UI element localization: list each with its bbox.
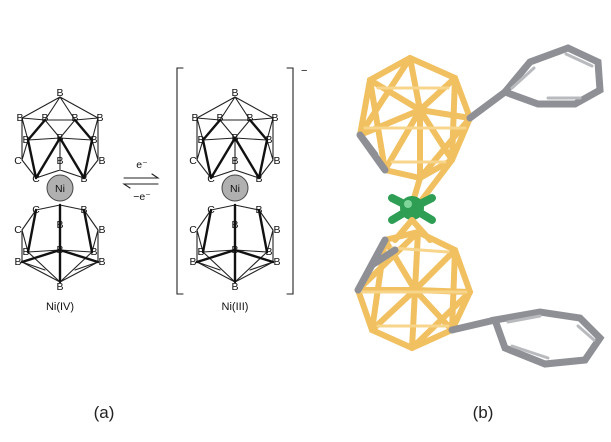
svg-text:B: B [98, 155, 105, 167]
svg-text:B: B [255, 173, 262, 185]
svg-text:B: B [56, 244, 63, 256]
ni-label: Ni [230, 183, 240, 195]
svg-text:B: B [191, 112, 198, 124]
svg-text:B: B [231, 87, 238, 99]
panel-b: (b) [354, 44, 605, 422]
upper-carborane-cage [356, 44, 604, 208]
svg-text:C: C [207, 173, 215, 185]
arrow-forward-label: e⁻ [136, 159, 148, 171]
ni-atom [46, 174, 74, 202]
svg-text:C: C [32, 204, 40, 216]
svg-text:B: B [56, 87, 63, 99]
svg-text:B: B [273, 256, 280, 268]
svg-text:B: B [80, 173, 87, 185]
nickel-center [388, 194, 436, 224]
svg-text:C: C [14, 155, 22, 167]
svg-text:B: B [16, 112, 23, 124]
svg-text:B: B [41, 112, 48, 124]
svg-text:C: C [14, 224, 22, 236]
svg-text:C: C [189, 224, 197, 236]
svg-text:C: C [207, 204, 215, 216]
svg-text:B: B [22, 246, 29, 258]
panel-a: Ni B B B B B B B B C B B C B C B C [14, 65, 307, 422]
ni-label: Ni [55, 183, 65, 195]
ni-atom [221, 174, 249, 202]
svg-text:B: B [71, 112, 78, 124]
ni-iii-structure: − Ni B B B B B B B B C B B C B C [176, 65, 307, 313]
caption-b: (b) [473, 403, 494, 422]
svg-text:B: B [90, 246, 97, 258]
svg-text:B: B [90, 134, 97, 146]
svg-text:B: B [255, 204, 262, 216]
svg-text:B: B [189, 256, 196, 268]
svg-text:B: B [22, 134, 29, 146]
svg-text:B: B [265, 134, 272, 146]
svg-text:B: B [231, 244, 238, 256]
charge-label: − [301, 65, 307, 77]
svg-text:B: B [56, 155, 63, 167]
svg-text:B: B [96, 112, 103, 124]
svg-text:B: B [265, 246, 272, 258]
svg-text:B: B [56, 132, 63, 144]
lower-carborane-cage [354, 217, 605, 368]
svg-text:B: B [56, 281, 63, 293]
svg-text:B: B [14, 256, 21, 268]
svg-text:B: B [231, 281, 238, 293]
svg-text:B: B [197, 246, 204, 258]
svg-text:B: B [246, 112, 253, 124]
svg-text:C: C [32, 173, 40, 185]
svg-text:B: B [273, 155, 280, 167]
ni-iv-structure: Ni B B B B B B B B C B B C B C B C [14, 87, 105, 313]
svg-text:B: B [273, 224, 280, 236]
svg-text:B: B [216, 112, 223, 124]
svg-text:B: B [56, 219, 63, 231]
arrow-reverse-label: −e⁻ [133, 191, 151, 203]
svg-text:B: B [197, 134, 204, 146]
svg-text:B: B [231, 155, 238, 167]
ni-iv-label: Ni(IV) [46, 301, 74, 313]
ni-iii-label: Ni(III) [222, 301, 249, 313]
svg-text:B: B [231, 132, 238, 144]
svg-text:B: B [271, 112, 278, 124]
svg-text:B: B [231, 219, 238, 231]
svg-text:B: B [80, 204, 87, 216]
svg-text:B: B [98, 256, 105, 268]
svg-text:C: C [189, 155, 197, 167]
svg-text:B: B [98, 224, 105, 236]
equilibrium-arrows: e⁻ −e⁻ [122, 159, 160, 203]
caption-a: (a) [94, 403, 115, 422]
